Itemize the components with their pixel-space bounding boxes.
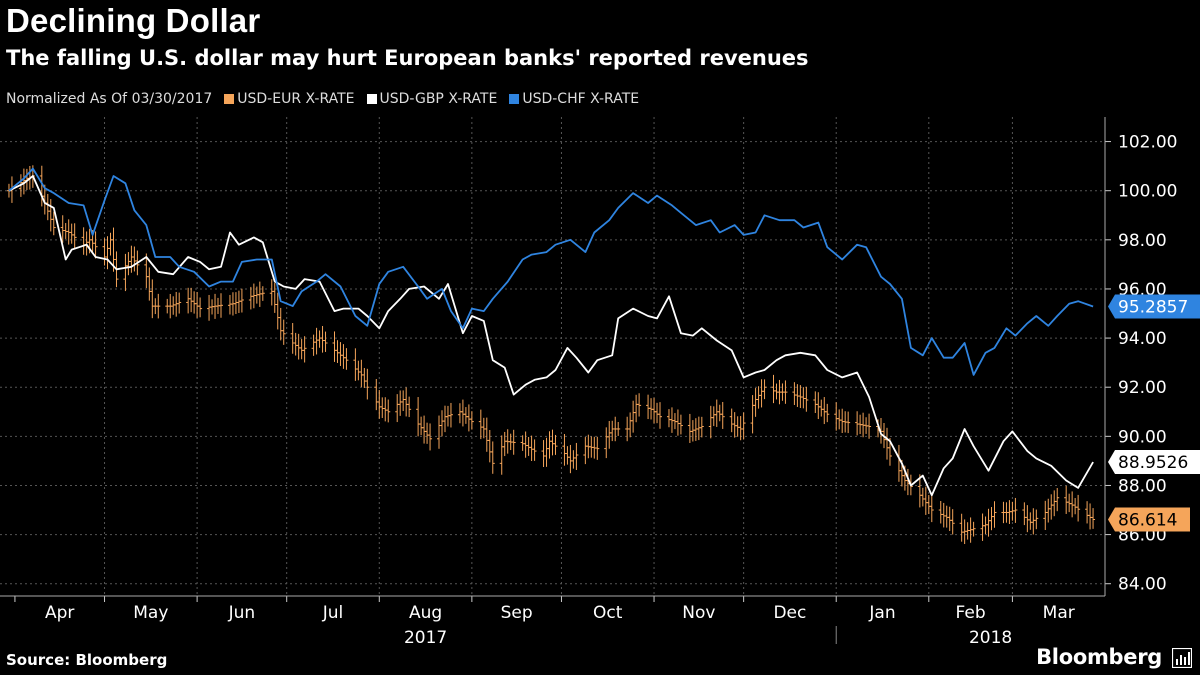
legend-swatch-gbp (366, 94, 377, 104)
legend-item-eur: USD-EUR X-RATE (224, 91, 355, 107)
y-tick-label: 88.00 (1118, 476, 1167, 496)
last-value-label-usd-chf: 95.2857 (1118, 297, 1188, 317)
last-value-tag-usd-chf (1108, 294, 1200, 319)
x-tick-label: Aug (409, 603, 442, 623)
y-tick-label: 90.00 (1118, 427, 1167, 447)
y-tick-label: 100.00 (1118, 182, 1177, 202)
last-value-label-usd-gbp: 88.9526 (1118, 453, 1188, 473)
x-tick-label: Apr (45, 603, 74, 623)
legend-label-eur: USD-EUR X-RATE (237, 91, 355, 107)
x-tick-label: Oct (593, 603, 623, 623)
last-value-tag-usd-gbp (1108, 450, 1200, 475)
legend: Normalized As Of 03/30/2017 USD-EUR X-RA… (6, 91, 639, 107)
legend-label-gbp: USD-GBP X-RATE (379, 91, 498, 107)
y-tick-label: 84.00 (1118, 575, 1167, 595)
brand-logo: Bloomberg (1036, 645, 1162, 669)
x-tick-label: Dec (773, 603, 806, 623)
year-label-2017: 2017 (404, 628, 447, 648)
x-tick-label: Jul (322, 603, 344, 623)
x-tick-label: May (133, 603, 168, 623)
last-value-label-usd-eur: 86.614 (1118, 511, 1177, 531)
chart-title: Declining Dollar (6, 2, 261, 39)
y-tick-label: 98.00 (1118, 231, 1167, 251)
x-tick-label: Feb (956, 603, 986, 623)
y-tick-label: 92.00 (1118, 378, 1167, 398)
chart-subtitle: The falling U.S. dollar may hurt Europea… (6, 46, 809, 70)
x-tick-label: Jan (868, 603, 895, 623)
x-tick-label: Mar (1043, 603, 1075, 623)
legend-item-chf: USD-CHF X-RATE (509, 91, 639, 107)
last-value-tag-usd-eur (1108, 507, 1190, 532)
series-line-usd-gbp (8, 175, 1094, 497)
x-tick-label: Jun (228, 603, 256, 623)
legend-note: Normalized As Of 03/30/2017 (6, 91, 213, 107)
legend-swatch-eur (224, 94, 235, 104)
legend-swatch-chf (509, 94, 520, 104)
series-line-usd-chf (8, 167, 1094, 376)
bloomberg-terminal-icon (1172, 648, 1192, 668)
legend-label-chf: USD-CHF X-RATE (522, 91, 640, 107)
year-label-2018: 2018 (969, 628, 1012, 648)
source-note: Source: Bloomberg (6, 651, 168, 669)
x-tick-label: Nov (682, 603, 715, 623)
y-tick-label: 102.00 (1118, 133, 1177, 153)
y-tick-label: 94.00 (1118, 329, 1167, 349)
x-tick-label: Sep (501, 603, 533, 623)
legend-item-gbp: USD-GBP X-RATE (366, 91, 498, 107)
